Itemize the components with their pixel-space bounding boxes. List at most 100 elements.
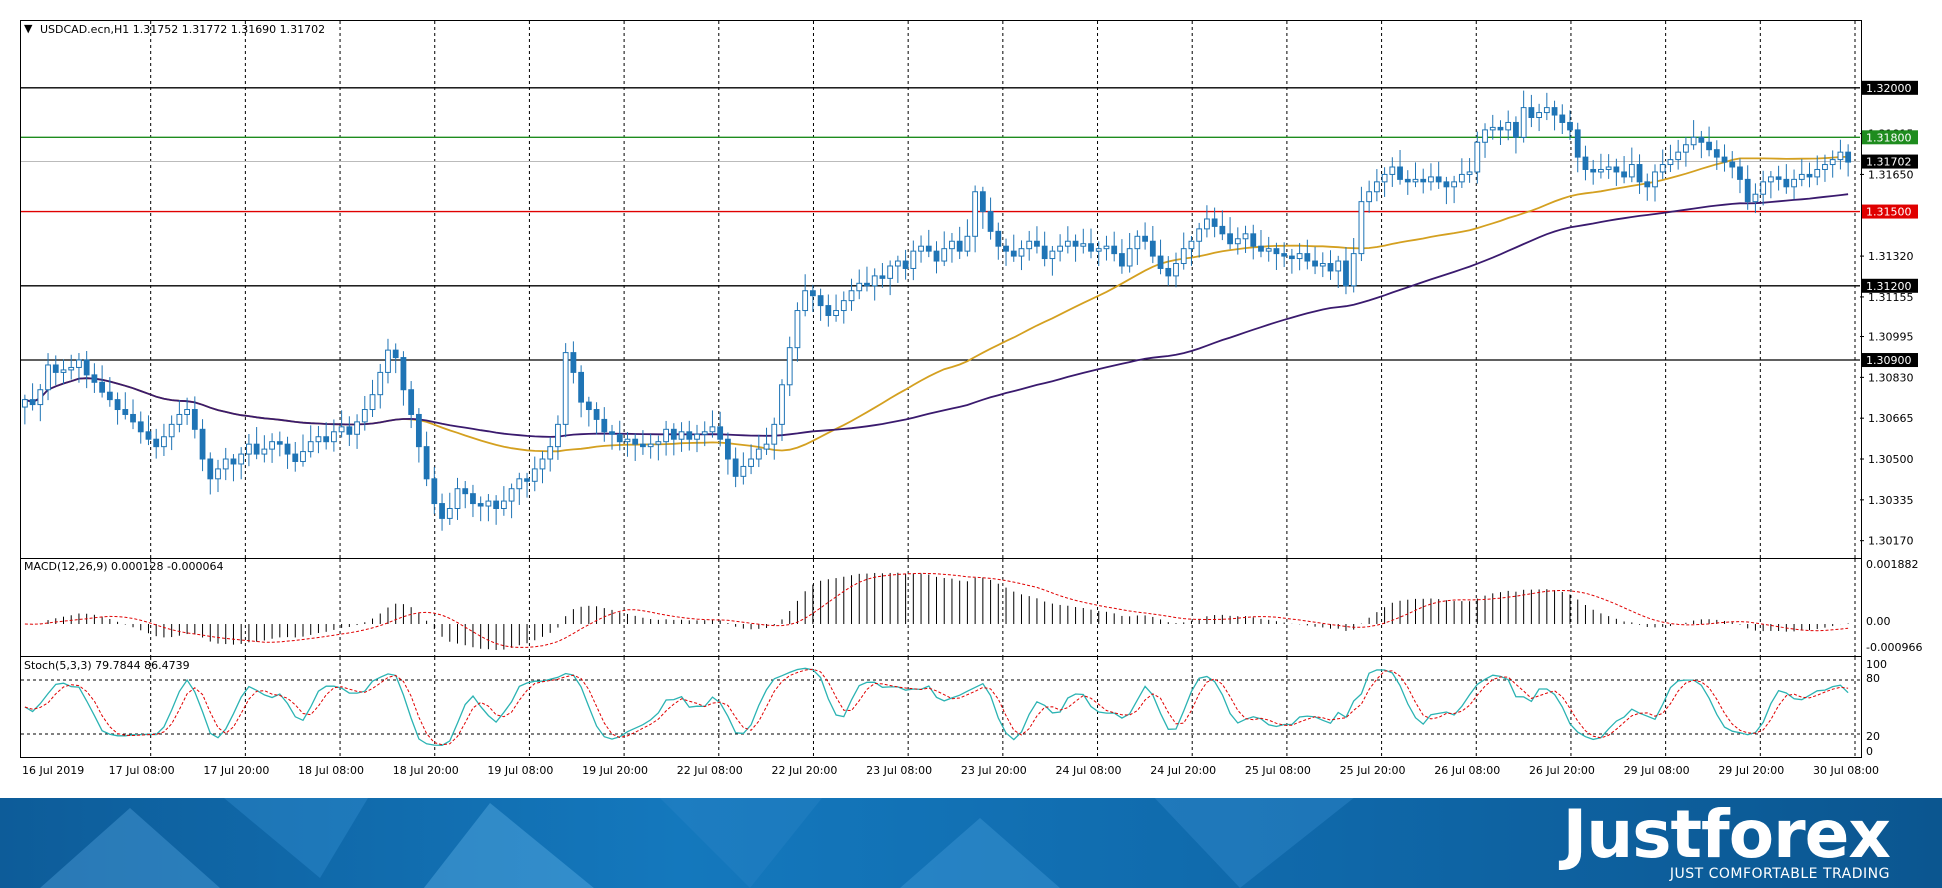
candle-body xyxy=(632,438,639,445)
candle-body xyxy=(670,428,677,440)
candle-body xyxy=(1373,181,1380,193)
candle-body xyxy=(570,352,577,373)
candle-body xyxy=(941,248,948,262)
candle-body xyxy=(346,426,353,435)
candle-body xyxy=(1760,181,1767,195)
level-badge-label: 1.32000 xyxy=(1866,82,1912,95)
moving-average-slow xyxy=(24,193,1849,438)
candle-body xyxy=(1041,245,1048,260)
candle-body xyxy=(1049,250,1056,260)
level-badge xyxy=(1862,278,1918,293)
candle-body xyxy=(547,446,554,460)
candle-body xyxy=(1613,166,1620,173)
candle-body xyxy=(1513,121,1519,138)
candle-body xyxy=(578,371,585,403)
time-tick-label: 24 Jul 20:00 xyxy=(1150,764,1216,777)
candle-body xyxy=(979,191,986,213)
time-tick-label: 24 Jul 08:00 xyxy=(1056,764,1122,777)
candle-body xyxy=(663,428,669,443)
candle-body xyxy=(1157,255,1164,269)
candle-body xyxy=(1080,243,1087,247)
candle-body xyxy=(153,438,160,448)
trading-chart[interactable]: 1.318151.316501.313201.311551.309951.308… xyxy=(0,0,1942,798)
candle-body xyxy=(1288,255,1295,260)
candle-body xyxy=(1729,161,1736,168)
price-tick-label: 1.31650 xyxy=(1868,168,1914,181)
candle-body xyxy=(1034,240,1040,247)
candle-body xyxy=(1845,151,1852,163)
candle-body xyxy=(918,245,924,252)
candle-body xyxy=(52,364,59,373)
candle-body xyxy=(330,431,337,443)
candle-body xyxy=(1628,164,1635,178)
macd-tick-zero: 0.00 xyxy=(1866,615,1891,628)
candle-body xyxy=(1775,176,1782,180)
candle-body xyxy=(694,433,700,440)
candle-body xyxy=(114,399,121,411)
candle-body xyxy=(640,443,646,448)
stoch-main-line xyxy=(24,667,1849,746)
horizontal-levels xyxy=(21,87,1860,361)
candle-body xyxy=(1551,107,1558,116)
stoch-tick-0: 0 xyxy=(1866,745,1873,758)
collapse-triangle-icon[interactable]: ▼ xyxy=(24,22,33,35)
candle-body xyxy=(1690,136,1697,146)
candle-body xyxy=(1598,168,1604,173)
candle-body xyxy=(856,282,863,292)
candle-body xyxy=(1389,166,1396,175)
candle-body xyxy=(315,436,322,443)
time-tick-label: 17 Jul 20:00 xyxy=(203,764,269,777)
candle-body xyxy=(462,488,469,495)
macd-tick-bottom: -0.000966 xyxy=(1866,641,1922,654)
candle-body xyxy=(1219,225,1226,235)
candle-body xyxy=(949,240,955,250)
candle-body xyxy=(833,310,839,316)
candle-body xyxy=(37,389,44,406)
candle-body xyxy=(701,431,708,435)
time-tick-label: 22 Jul 08:00 xyxy=(677,764,743,777)
macd-tick-top: 0.001882 xyxy=(1866,558,1919,571)
candle-body xyxy=(1018,248,1025,257)
stoch-label: Stoch(5,3,3) 79.7844 86.4739 xyxy=(24,659,190,672)
candle-body xyxy=(431,478,438,505)
candle-body xyxy=(1103,245,1110,250)
candle-body xyxy=(1814,168,1821,178)
level-badge-label: 1.30900 xyxy=(1866,354,1912,367)
candle-body xyxy=(83,359,90,376)
candle-body xyxy=(1698,136,1705,143)
candle-body xyxy=(1173,263,1179,277)
price-tick-label: 1.30830 xyxy=(1868,371,1914,384)
candle-body xyxy=(1482,129,1488,143)
candle-body xyxy=(1343,260,1349,287)
candle-body xyxy=(995,230,1002,247)
candle-body xyxy=(423,446,430,480)
candle-body xyxy=(647,443,654,448)
candle-body xyxy=(1466,171,1473,175)
candle-body xyxy=(21,399,28,408)
candle-body xyxy=(1335,260,1342,272)
candle-body xyxy=(261,448,268,455)
candle-body xyxy=(601,418,608,433)
candle-body xyxy=(864,282,870,287)
candle-body xyxy=(292,453,299,462)
candle-body xyxy=(1003,245,1009,252)
candle-body xyxy=(91,374,98,383)
candle-body xyxy=(29,399,36,406)
candle-body xyxy=(1621,171,1627,178)
candle-body xyxy=(933,250,940,262)
candle-body xyxy=(1319,263,1326,267)
time-tick-label: 25 Jul 08:00 xyxy=(1245,764,1311,777)
candle-body xyxy=(1134,235,1141,250)
candle-body xyxy=(238,453,245,465)
candle-body xyxy=(840,300,847,312)
moving-averages xyxy=(24,155,1849,453)
time-tick-label: 16 Jul 2019 xyxy=(22,764,84,777)
candle-body xyxy=(1497,126,1504,131)
candle-body xyxy=(477,503,484,507)
candle-body xyxy=(300,451,306,462)
time-tick-label: 23 Jul 08:00 xyxy=(866,764,932,777)
candle-body xyxy=(454,488,461,510)
candle-body xyxy=(1443,181,1450,188)
candle-body xyxy=(1528,107,1535,119)
candle-body xyxy=(1744,178,1751,203)
